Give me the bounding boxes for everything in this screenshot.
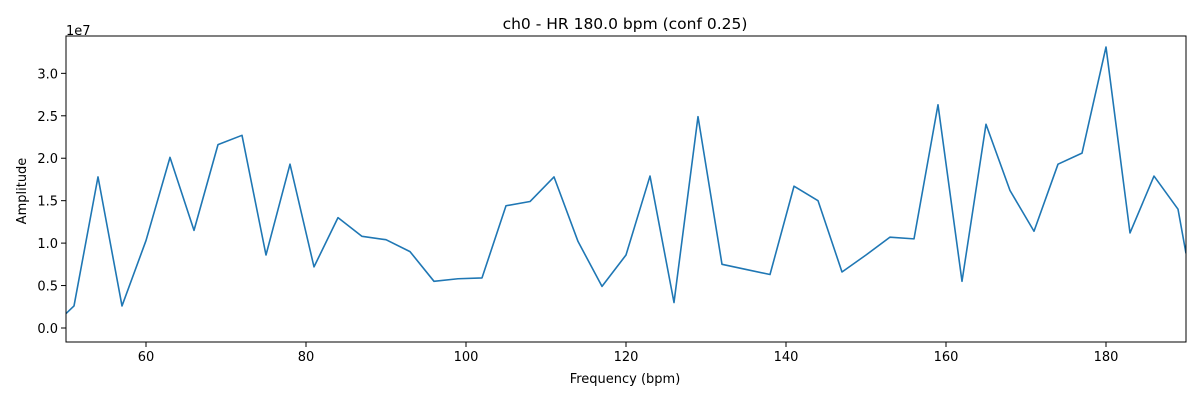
axes-frame <box>65 35 1187 343</box>
x-tick-label: 120 <box>614 350 639 365</box>
y-tick-label: 2.0 <box>37 152 58 167</box>
y-tick-label: 0.0 <box>37 322 58 337</box>
x-tick-label: 140 <box>774 350 799 365</box>
y-tick-label: 2.5 <box>37 110 58 125</box>
x-tick-label: 100 <box>454 350 479 365</box>
plot-area: 60 80 100 120 140 160 180 0.0 0.5 1.0 1.5 2.0 2.5 3.0 <box>37 35 1187 365</box>
y-tick-label: 3.0 <box>37 67 58 82</box>
series-line <box>66 46 1186 315</box>
y-tick-label: 1.0 <box>37 237 58 252</box>
y-tick-label: 0.5 <box>37 280 58 295</box>
x-tick-label: 60 <box>138 350 155 365</box>
y-axis-label: Amplitude <box>15 158 30 225</box>
y-tick-label: 1.5 <box>37 195 58 210</box>
x-axis-label: Frequency (bpm) <box>570 372 681 387</box>
x-tick-label: 80 <box>298 350 315 365</box>
chart-title: ch0 - HR 180.0 bpm (conf 0.25) <box>503 15 748 33</box>
y-axis-offset-label: 1e7 <box>66 24 91 39</box>
x-tick-label: 180 <box>1094 350 1119 365</box>
x-tick-label: 160 <box>934 350 959 365</box>
